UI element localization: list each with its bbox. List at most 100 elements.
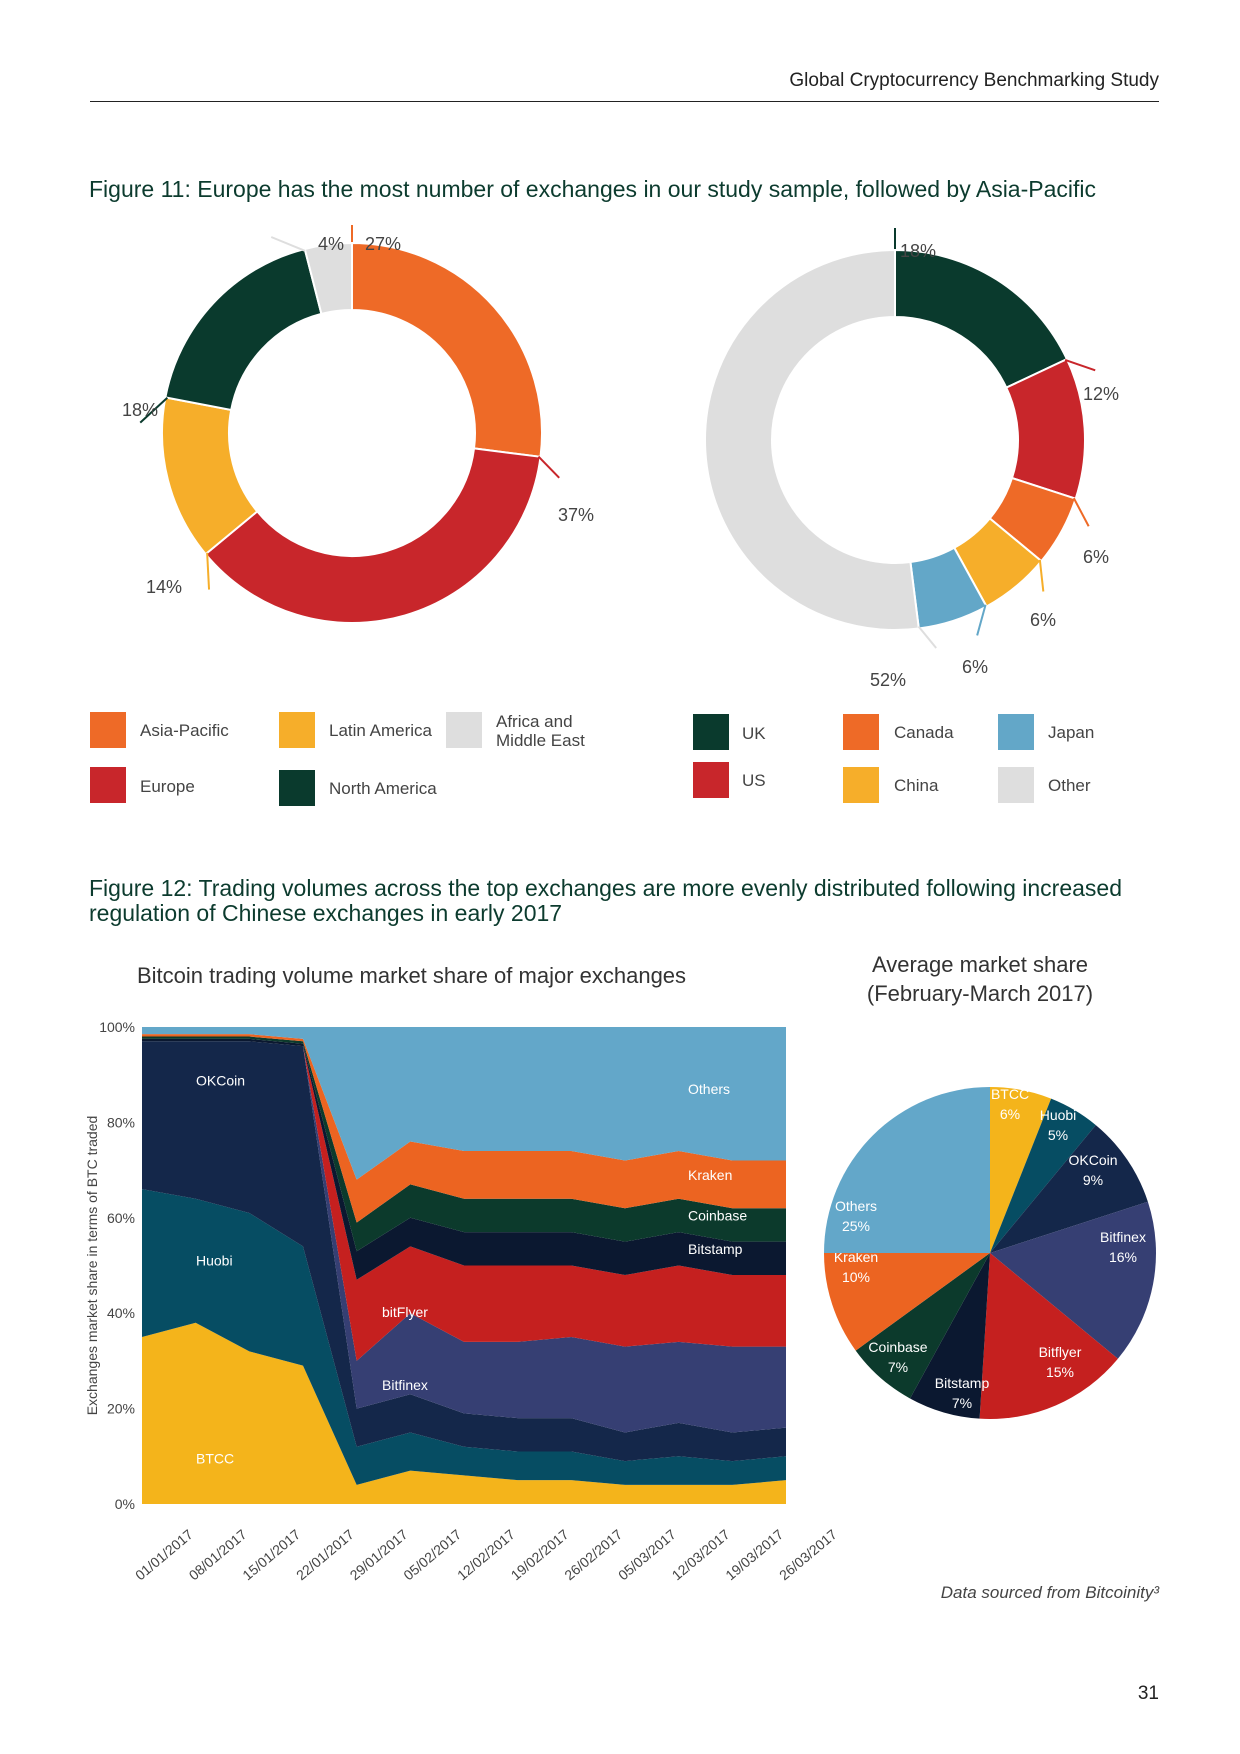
legend-swatch-latin-america xyxy=(279,712,315,748)
area-okcoin xyxy=(142,1041,786,1462)
y-axis-title: Exchanges market share in terms of BTC t… xyxy=(84,1116,100,1416)
label-other: 52% xyxy=(870,670,906,690)
pie-label-bitfinex: Bitfinex xyxy=(1100,1229,1146,1245)
label-japan: 6% xyxy=(962,657,988,677)
label-europe: 37% xyxy=(558,505,594,525)
x-tick-label: 22/01/2017 xyxy=(293,1526,357,1583)
figure-12-charts: 0% 20% 40% 60% 80% 100% Exchanges market share… xyxy=(84,1019,1156,1583)
pie-label-btcc: BTCC xyxy=(991,1086,1029,1102)
legend-label-north-america: North America xyxy=(329,779,437,798)
label-north-america: 18% xyxy=(122,400,158,420)
pie-slice-bitstamp xyxy=(910,1253,990,1419)
y-tick-label: 100% xyxy=(99,1019,135,1035)
legend-label-other: Other xyxy=(1048,776,1091,795)
header-divider xyxy=(90,101,1159,102)
running-header: Global Cryptocurrency Benchmarking Study xyxy=(789,70,1159,91)
figure-11-title: Figure 11: Europe has the most number of… xyxy=(89,176,1096,202)
series-label-btcc: BTCC xyxy=(196,1451,234,1467)
series-label-bitfinex: Bitfinex xyxy=(382,1377,428,1393)
pie-value-okcoin: 9% xyxy=(1083,1172,1103,1188)
x-tick-label: 05/03/2017 xyxy=(615,1526,679,1583)
pie-label-coinbase: Coinbase xyxy=(868,1339,927,1355)
leader-japan xyxy=(976,604,987,636)
area-others xyxy=(142,1027,786,1180)
legend-label-us: US xyxy=(742,771,766,790)
pie-slice-kraken xyxy=(824,1253,990,1351)
donut-country: 18% 12% 6% 6% 6% 52% xyxy=(704,228,1119,690)
slice-other xyxy=(704,248,920,631)
pie-label-bitflyer: Bitflyer xyxy=(1039,1344,1082,1360)
label-china: 6% xyxy=(1030,610,1056,630)
area-bitfinex xyxy=(142,1041,786,1433)
series-label-bitflyer: bitFlyer xyxy=(382,1304,428,1320)
series-label-kraken: Kraken xyxy=(688,1167,732,1183)
pie-value-coinbase: 7% xyxy=(888,1359,908,1375)
x-tick-label: 05/02/2017 xyxy=(400,1526,464,1583)
legend-label-asia-pacific: Asia-Pacific xyxy=(140,721,229,740)
pie-slice-btcc xyxy=(990,1087,1052,1253)
x-tick-label: 19/02/2017 xyxy=(508,1526,572,1583)
legend-label-canada: Canada xyxy=(894,723,954,742)
label-asia-pacific: 27% xyxy=(365,234,401,254)
legend-swatch-china xyxy=(843,767,879,803)
label-uk: 18% xyxy=(900,241,936,261)
slice-europe xyxy=(204,447,542,624)
legend-swatch-other xyxy=(998,767,1034,803)
leader-china xyxy=(1038,559,1045,592)
slice-north-america xyxy=(164,247,323,412)
legend-swatch-north-america xyxy=(279,770,315,806)
pie-value-bitstamp: 7% xyxy=(952,1395,972,1411)
pie-slice-huobi xyxy=(990,1098,1096,1253)
pie-label-okcoin: OKCoin xyxy=(1068,1152,1117,1168)
slice-asia-pacific xyxy=(351,241,543,458)
pie-slice-coinbase xyxy=(855,1253,990,1399)
pie-value-huobi: 5% xyxy=(1048,1127,1068,1143)
leader-europe xyxy=(537,455,560,479)
legend-swatch-us xyxy=(693,762,729,798)
pie-value-bitflyer: 15% xyxy=(1046,1364,1074,1380)
legend-label-china: China xyxy=(894,776,939,795)
slice-africa-and-middle-east xyxy=(303,241,353,316)
label-us: 12% xyxy=(1083,384,1119,404)
donut-region: 27% 37% 14% 18% 4% xyxy=(122,225,594,624)
y-tick-label: 20% xyxy=(107,1401,135,1417)
pie-value-kraken: 10% xyxy=(842,1269,870,1285)
pie-slice-bitflyer xyxy=(979,1253,1118,1419)
area-bitstamp xyxy=(142,1038,786,1280)
stacked-area-chart: 0% 20% 40% 60% 80% 100% Exchanges market share… xyxy=(84,1019,840,1583)
data-source-note: Data sourced from Bitcoinity³ xyxy=(940,1583,1159,1602)
leader-canada xyxy=(1072,497,1090,527)
pie-value-bitfinex: 16% xyxy=(1109,1249,1137,1265)
pie-label-huobi: Huobi xyxy=(1040,1107,1077,1123)
slice-uk xyxy=(894,248,1069,389)
area-btcc xyxy=(142,1322,786,1504)
leader-us xyxy=(1064,359,1096,372)
leader-north-america xyxy=(139,397,169,424)
pie-label-others: Others xyxy=(835,1198,877,1214)
pie-slice-bitfinex xyxy=(990,1201,1156,1359)
pie-value-btcc: 6% xyxy=(1000,1106,1020,1122)
series-label-coinbase: Coinbase xyxy=(688,1207,747,1223)
legend-swatch-africa-middle-east xyxy=(446,712,482,748)
x-tick-label: 08/01/2017 xyxy=(186,1526,250,1583)
y-tick-label: 80% xyxy=(107,1114,135,1130)
area-huobi xyxy=(142,1189,786,1485)
label-africa-and-middle-east: 4% xyxy=(318,234,344,254)
pie-slice-others xyxy=(824,1087,990,1253)
label-latin-america: 14% xyxy=(146,577,182,597)
pie-slice-okcoin xyxy=(990,1125,1148,1253)
legend-label-uk: UK xyxy=(742,724,766,743)
label-canada: 6% xyxy=(1083,547,1109,567)
legend-swatch-asia-pacific xyxy=(90,712,126,748)
figure-12-title: Figure 12: Trading volumes across the to… xyxy=(89,875,1123,926)
x-tick-label: 01/01/2017 xyxy=(132,1526,196,1583)
area-bitflyer xyxy=(142,1041,786,1361)
x-tick-label: 26/03/2017 xyxy=(776,1526,840,1583)
series-label-others: Others xyxy=(688,1081,730,1097)
leader-latin-america xyxy=(206,552,211,590)
area-chart-title: Bitcoin trading volume market share of m… xyxy=(137,963,687,988)
legend-swatch-europe xyxy=(90,767,126,803)
legend-label-europe: Europe xyxy=(140,777,195,796)
pie-value-others: 25% xyxy=(842,1218,870,1234)
area-coinbase xyxy=(142,1036,786,1252)
